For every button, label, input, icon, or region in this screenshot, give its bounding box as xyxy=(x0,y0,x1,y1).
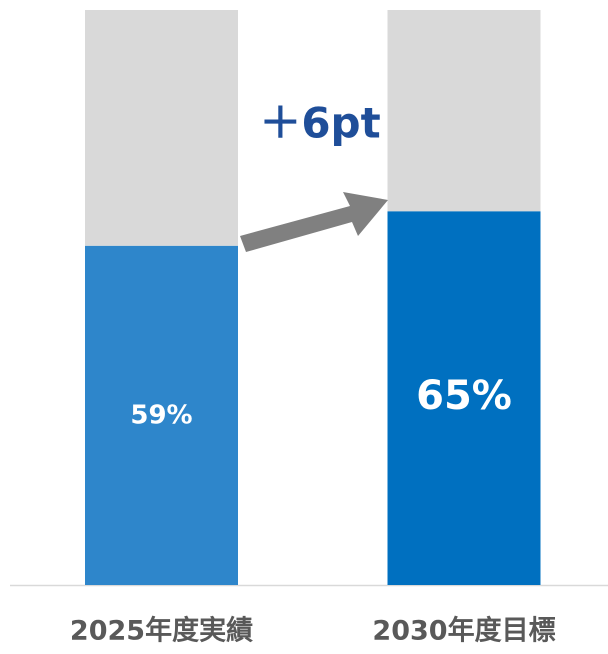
x-tick-label: 2025年度実績 xyxy=(70,615,253,647)
x-tick-label: 2030年度目標 xyxy=(372,615,555,647)
annotation: ＋6pt xyxy=(259,99,380,148)
value-label: 65% xyxy=(416,373,512,419)
bar-segment xyxy=(85,245,238,585)
bar-segment xyxy=(387,211,541,585)
arrow xyxy=(240,192,388,252)
value-label: 59% xyxy=(130,401,192,431)
bar-segment xyxy=(85,10,238,246)
bar-segment xyxy=(387,10,541,212)
